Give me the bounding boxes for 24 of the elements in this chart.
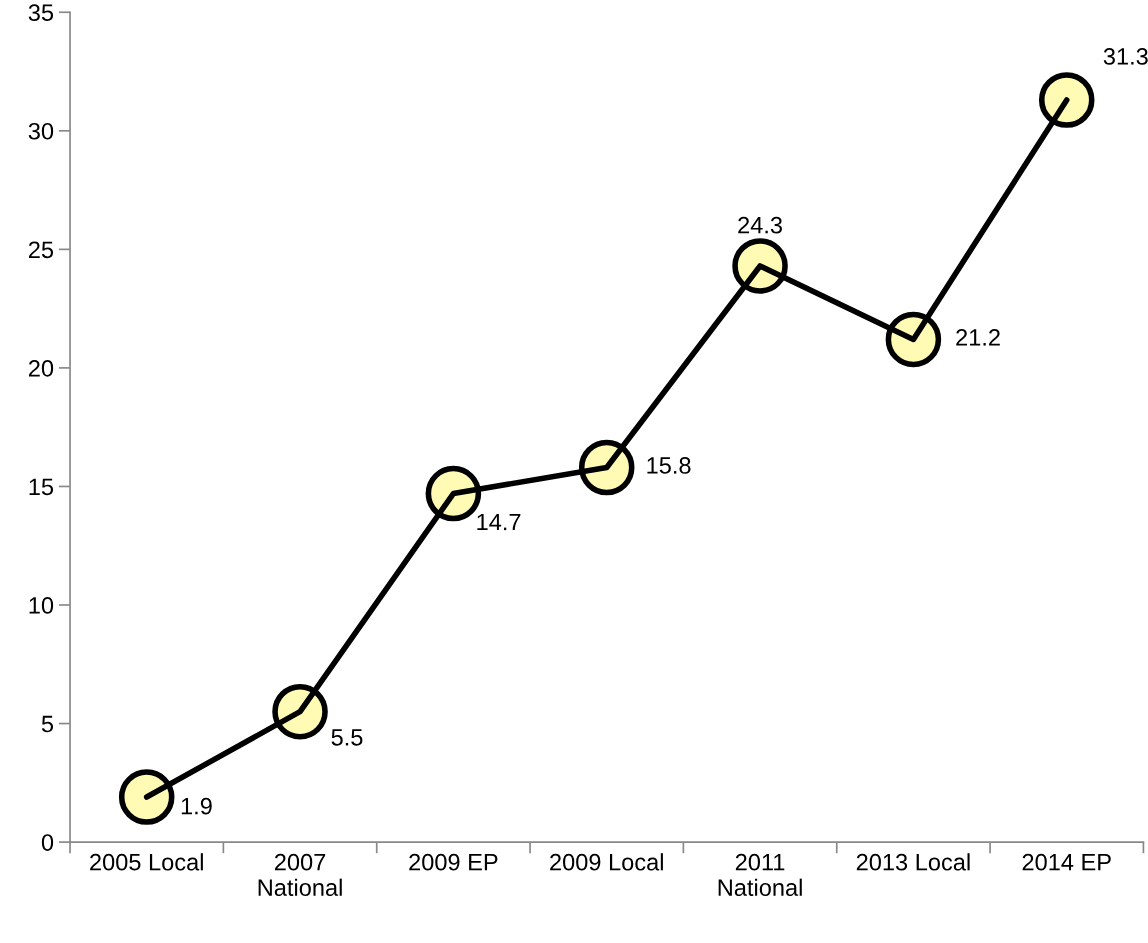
x-tick-label: 2011 National	[718, 853, 802, 896]
y-tick-label: 25	[28, 241, 54, 259]
data-label: 31.3	[1103, 48, 1148, 65]
point	[1038, 72, 1095, 128]
x-tick-label: 2009 Local	[550, 853, 663, 871]
x-tick-label: 2014 EP	[1022, 853, 1111, 871]
x-tick-label: 2009 EP	[409, 853, 498, 871]
data-label: 1.9	[181, 797, 212, 815]
data-label: 14.7	[477, 513, 521, 531]
x-tick-label: 2005 Local	[90, 853, 203, 871]
y-tick-label: 20	[28, 359, 54, 377]
y-tick-label: 15	[29, 478, 54, 496]
data-label: 21.2	[956, 329, 1000, 346]
point	[118, 769, 175, 825]
y-tick-label: 30	[28, 122, 54, 140]
x-tick-label: 2007 National	[258, 853, 342, 896]
y-tick-label: 10	[29, 597, 54, 614]
data-label: 24.3	[738, 216, 782, 234]
data-label: 15.8	[647, 457, 691, 474]
data-label: 5.5	[331, 729, 363, 746]
y-tick-label: 5	[41, 715, 54, 733]
x-tick-label: 2013 Local	[856, 853, 970, 871]
y-tick-label: 35	[28, 4, 54, 22]
y-tick-label: 0	[41, 834, 54, 851]
